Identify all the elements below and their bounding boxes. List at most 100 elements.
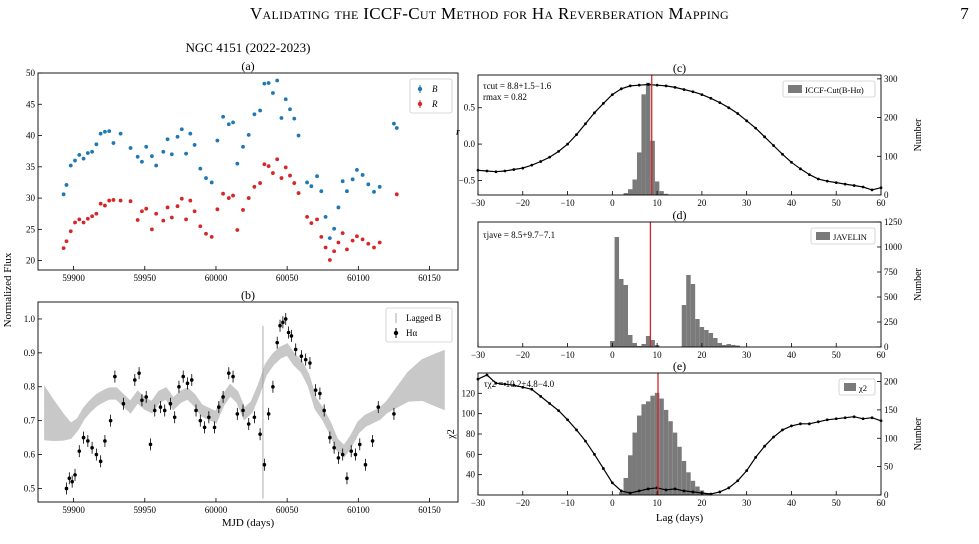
panel-d-xtick-label: 40 bbox=[787, 350, 797, 360]
panel-d-hist-bar bbox=[704, 330, 709, 347]
panel-c-curve-point bbox=[861, 185, 865, 189]
halpha-point bbox=[108, 418, 113, 423]
panel-a-point-r bbox=[77, 217, 82, 222]
panel-e-hist-bar bbox=[650, 395, 655, 495]
panel-a-point-b bbox=[246, 133, 251, 137]
panel-a-point-b bbox=[350, 177, 355, 182]
panel-a-point-b bbox=[161, 149, 166, 154]
panel-e-curve-point bbox=[584, 439, 587, 443]
panel-c-rmax-annotation: rmax = 0.82 bbox=[483, 92, 527, 102]
halpha-point bbox=[231, 374, 235, 379]
halpha-point bbox=[313, 388, 318, 392]
panel-a-point-b bbox=[372, 189, 376, 194]
halpha-point bbox=[198, 418, 203, 423]
panel-a-point-b bbox=[184, 151, 188, 156]
panel-a-point-b bbox=[98, 131, 103, 136]
panel-a-point-b bbox=[209, 180, 214, 185]
panel-a-point-r bbox=[221, 191, 225, 196]
panel-a-point-r bbox=[64, 239, 69, 244]
panel-a-point-b bbox=[275, 78, 280, 83]
panel-e-legend-label: χ2 bbox=[858, 383, 867, 393]
panel-a-point-b bbox=[323, 214, 328, 219]
panel-a-point-b bbox=[179, 127, 184, 132]
panel-a-point-r bbox=[175, 204, 180, 209]
panel-c-curve-point bbox=[628, 84, 632, 88]
panel-e-curve-point bbox=[530, 387, 534, 391]
panel-d-javelin: (d)−30 −20 −10 0 10 20 30 40 50 60025050075010001… bbox=[471, 208, 924, 360]
panel-c-curve-point bbox=[763, 135, 766, 139]
panel-c-hist-bar bbox=[636, 152, 642, 195]
panel-e-hist-bar bbox=[628, 455, 633, 495]
panel-e-tau-annotation: τχ2 = 10.2+4.8−4.0 bbox=[484, 379, 555, 389]
panel-a-point-r bbox=[309, 221, 314, 225]
panel-a-point-b bbox=[85, 151, 90, 155]
panel-b-xlabel: MJD (days) bbox=[222, 517, 275, 529]
panel-a-point-r bbox=[266, 164, 271, 169]
halpha-point bbox=[392, 412, 396, 416]
panel-c-curve-point bbox=[593, 111, 596, 115]
panel-a-point-r bbox=[161, 218, 166, 223]
panel-a-point-r bbox=[360, 237, 365, 242]
panel-a-point-b bbox=[305, 180, 309, 185]
panel-e-hist-bar bbox=[632, 432, 637, 495]
panel-e-ytick-right-label: 150 bbox=[884, 405, 898, 415]
panel-e-curve-point bbox=[682, 489, 686, 493]
halpha-point bbox=[353, 452, 358, 457]
panel-c-hist-bar bbox=[654, 181, 660, 195]
panel-e-curve-point bbox=[843, 416, 847, 420]
panel-e-hist-bar bbox=[663, 409, 669, 495]
panel-a-point-b bbox=[340, 179, 345, 184]
panel-d-xtick-label: 0 bbox=[610, 350, 615, 360]
halpha-point bbox=[246, 422, 251, 426]
halpha-point bbox=[148, 442, 153, 447]
panel-e-ytick-label: 100 bbox=[462, 409, 476, 419]
panel-e-ytick-label: 60 bbox=[466, 449, 476, 459]
panel-c-curve-point bbox=[745, 119, 749, 123]
panel-d-xtick-label: 10 bbox=[653, 350, 663, 360]
panel-e-hist-bar bbox=[623, 477, 629, 495]
legend-halpha-marker bbox=[393, 330, 399, 336]
halpha-point bbox=[133, 378, 137, 382]
panel-e-ytick-label: 120 bbox=[462, 388, 476, 398]
panel-e-curve-point bbox=[870, 416, 874, 420]
panel-c-ytick-label: 0.5 bbox=[464, 103, 476, 113]
panel-b-xtick-label: 59950 bbox=[134, 505, 157, 515]
panel-a-ytick-label: 40 bbox=[26, 131, 36, 141]
panel-a-point-b bbox=[355, 168, 359, 172]
panel-a-point-b bbox=[231, 120, 235, 125]
panel-e-curve-point bbox=[593, 452, 596, 456]
panel-a-point-b bbox=[327, 236, 332, 241]
panel-d-xtick-label: 30 bbox=[742, 350, 752, 360]
panel-a-point-b bbox=[226, 122, 231, 127]
panel-e-hist-bar bbox=[704, 493, 709, 495]
panel-e-curve-point bbox=[539, 394, 543, 398]
panel-a-point-r bbox=[319, 234, 324, 239]
panel-a-point-r bbox=[258, 181, 263, 185]
panel-b-ytick-label: 0.8 bbox=[24, 382, 36, 392]
panel-a-point-b bbox=[392, 121, 396, 126]
panel-e-hist-bar bbox=[654, 392, 660, 495]
panel-a-point-b bbox=[135, 154, 140, 159]
panel-a-ytick-label: 50 bbox=[26, 68, 36, 78]
panel-e-xtick-label: 60 bbox=[877, 498, 887, 508]
panel-a-point-r bbox=[198, 224, 203, 229]
panel-e-curve-point bbox=[664, 488, 668, 492]
panel-a-point-b bbox=[215, 138, 220, 143]
panel-a-point-r bbox=[215, 207, 220, 212]
panel-a-point-b bbox=[107, 129, 112, 134]
panel-a-point-b bbox=[94, 142, 99, 147]
panel-a-point-r bbox=[241, 208, 245, 212]
panel-a-point-r bbox=[226, 196, 231, 200]
panel-d-ylabel-right: Number bbox=[913, 267, 924, 300]
panel-e-curve-point bbox=[673, 487, 677, 491]
panel-c-curve-point bbox=[557, 149, 560, 153]
panel-e-legend-swatch bbox=[844, 383, 856, 391]
panel-c-curve-point bbox=[521, 166, 525, 170]
panel-c-curve-point bbox=[530, 163, 534, 167]
panel-c-curve-point bbox=[601, 101, 605, 105]
panel-a-point-r bbox=[305, 214, 309, 219]
legend-lagged-b-label: Lagged B bbox=[406, 313, 441, 323]
panel-d-hist-bar bbox=[708, 333, 714, 347]
panel-a-point-b bbox=[103, 129, 107, 134]
panel-e-curve-point bbox=[834, 417, 838, 421]
